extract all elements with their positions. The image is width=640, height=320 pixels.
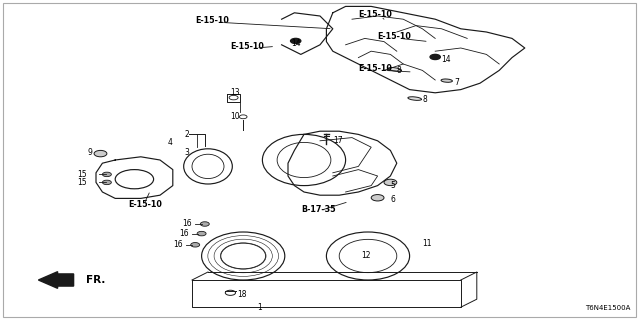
Text: E-15-10: E-15-10 xyxy=(378,32,412,41)
Text: 16: 16 xyxy=(182,220,192,228)
Text: 2: 2 xyxy=(184,130,189,139)
Text: 10: 10 xyxy=(230,112,240,121)
Circle shape xyxy=(371,195,384,201)
Text: E-15-10: E-15-10 xyxy=(358,64,392,73)
Text: E-15-10: E-15-10 xyxy=(128,200,162,209)
Text: 14: 14 xyxy=(291,39,301,48)
Text: 12: 12 xyxy=(362,252,371,260)
Text: 15: 15 xyxy=(77,178,86,187)
Text: E-15-10: E-15-10 xyxy=(195,16,229,25)
Text: 9: 9 xyxy=(88,148,93,157)
Text: 4: 4 xyxy=(168,138,173,147)
Text: 6: 6 xyxy=(390,196,396,204)
Text: 3: 3 xyxy=(184,148,189,157)
Text: 7: 7 xyxy=(454,78,460,87)
FancyArrow shape xyxy=(38,272,74,288)
Circle shape xyxy=(384,179,397,186)
Text: T6N4E1500A: T6N4E1500A xyxy=(585,305,630,311)
Text: B-17-35: B-17-35 xyxy=(301,205,335,214)
Text: E-15-10: E-15-10 xyxy=(358,10,392,19)
Ellipse shape xyxy=(408,97,422,100)
Text: 16: 16 xyxy=(179,229,189,238)
Ellipse shape xyxy=(388,68,401,71)
Circle shape xyxy=(102,180,111,185)
Circle shape xyxy=(291,38,301,44)
Text: 1: 1 xyxy=(258,303,262,312)
Circle shape xyxy=(197,231,206,236)
Text: 16: 16 xyxy=(173,240,182,249)
Circle shape xyxy=(94,150,107,157)
Text: 15: 15 xyxy=(77,170,86,179)
Text: FR.: FR. xyxy=(86,275,106,285)
Text: 18: 18 xyxy=(237,290,246,299)
Text: 8: 8 xyxy=(422,95,427,104)
Ellipse shape xyxy=(441,79,452,82)
Circle shape xyxy=(430,54,440,60)
Circle shape xyxy=(200,222,209,226)
Text: 14: 14 xyxy=(442,55,451,64)
Text: E-15-10: E-15-10 xyxy=(230,42,264,51)
Circle shape xyxy=(102,172,111,177)
Text: 5: 5 xyxy=(390,181,396,190)
Text: 8: 8 xyxy=(397,66,401,75)
Circle shape xyxy=(191,243,200,247)
Text: 11: 11 xyxy=(422,239,432,248)
Text: 17: 17 xyxy=(333,136,342,145)
Text: 13: 13 xyxy=(230,88,240,97)
